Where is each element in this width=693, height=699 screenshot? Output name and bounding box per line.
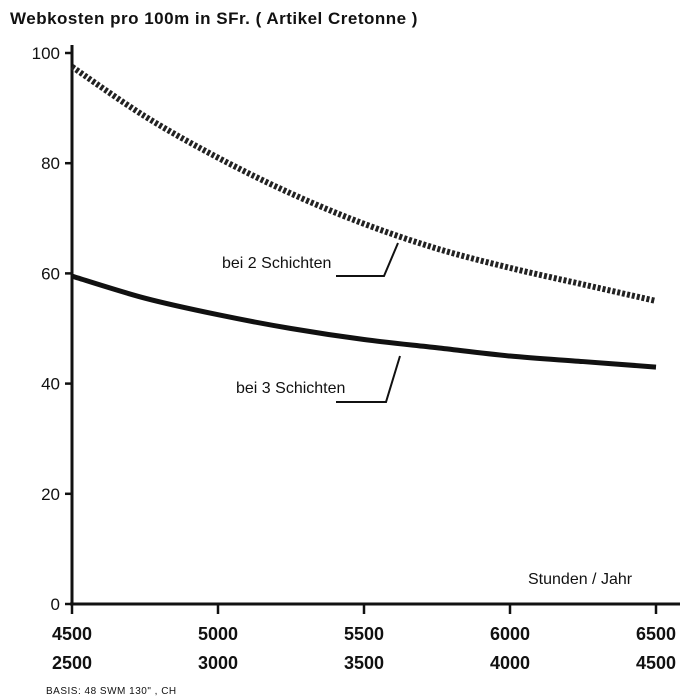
series-line-2-schichten bbox=[70, 64, 657, 304]
y-tick-label: 20 bbox=[41, 485, 60, 504]
x-tick-label-row1: 4500 bbox=[52, 624, 92, 644]
x-axis-label: Stunden / Jahr bbox=[528, 571, 633, 588]
basis-note: BASIS: 48 SWM 130" , CH bbox=[46, 686, 177, 697]
series-label-3-schichten: bei 3 Schichten bbox=[236, 380, 345, 397]
x-ticks: 4500 2500 5000 3000 5500 3500 6000 4000 6500 4500 bbox=[52, 604, 676, 673]
x-tick-label-row2: 4000 bbox=[490, 653, 530, 673]
x-tick-label-row1: 5000 bbox=[198, 624, 238, 644]
leader-line-3-schichten bbox=[336, 355, 401, 403]
y-tick-label: 80 bbox=[41, 154, 60, 173]
y-tick-label: 60 bbox=[41, 264, 60, 283]
x-tick-label-row2: 3000 bbox=[198, 653, 238, 673]
y-ticks: 0 20 40 60 80 100 bbox=[32, 44, 72, 614]
y-tick-label: 40 bbox=[41, 375, 60, 394]
series-label-2-schichten: bei 2 Schichten bbox=[222, 255, 331, 272]
x-tick-label-row1: 6000 bbox=[490, 624, 530, 644]
x-tick-label-row1: 6500 bbox=[636, 624, 676, 644]
chart-title: Webkosten pro 100m in SFr. ( Artikel Cre… bbox=[10, 9, 418, 28]
series-line-3-schichten bbox=[71, 273, 657, 370]
x-tick-label-row1: 5500 bbox=[344, 624, 384, 644]
y-tick-label: 0 bbox=[51, 595, 60, 614]
leader-line-2-schichten bbox=[336, 242, 399, 277]
x-tick-label-row2: 4500 bbox=[636, 653, 676, 673]
x-tick-label-row2: 2500 bbox=[52, 653, 92, 673]
x-tick-label-row2: 3500 bbox=[344, 653, 384, 673]
y-tick-label: 100 bbox=[32, 44, 60, 63]
